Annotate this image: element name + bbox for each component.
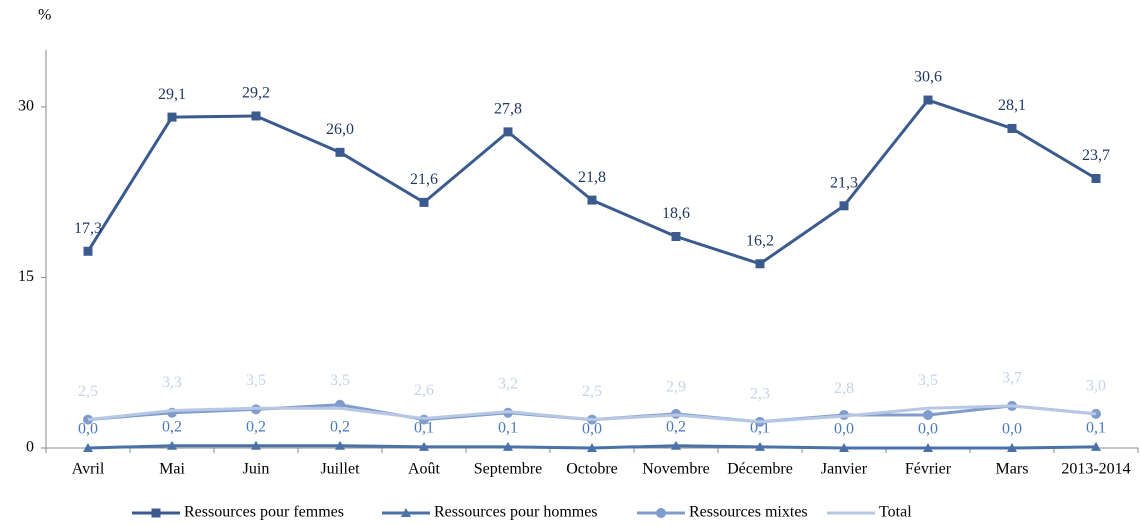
- data-label: 2,5: [78, 383, 98, 400]
- data-label: 2,5: [582, 383, 602, 400]
- x-tick-label: Février: [905, 461, 952, 478]
- x-tick-label: Octobre: [566, 461, 618, 478]
- data-label: 21,6: [410, 171, 438, 188]
- marker: [1007, 443, 1017, 452]
- x-tick-label: Juin: [243, 461, 270, 478]
- marker: [923, 95, 933, 105]
- marker: [419, 197, 429, 207]
- x-tick-label: Janvier: [821, 461, 868, 478]
- data-label: 0,1: [414, 420, 434, 437]
- data-label: 0,2: [330, 418, 350, 435]
- y-tick-label: 0: [26, 439, 34, 456]
- y-axis-unit: %: [38, 7, 51, 24]
- data-label: 3,5: [330, 372, 350, 389]
- data-label: 23,7: [1082, 147, 1110, 164]
- data-label: 21,8: [578, 169, 606, 186]
- data-label: 18,6: [662, 205, 690, 222]
- data-label: 0,0: [1002, 421, 1022, 438]
- marker: [167, 112, 177, 122]
- data-label: 28,1: [998, 97, 1026, 114]
- data-label: 2,6: [414, 382, 434, 399]
- x-tick-label: Novembre: [642, 461, 710, 478]
- legend-label: Ressources pour hommes: [434, 504, 598, 521]
- marker: [151, 508, 161, 518]
- data-label: 3,2: [498, 375, 518, 392]
- marker: [671, 231, 681, 241]
- data-label: 2,8: [834, 380, 854, 397]
- marker: [83, 443, 93, 452]
- data-label: 0,1: [498, 420, 518, 437]
- data-label: 3,5: [918, 372, 938, 389]
- x-tick-label: Août: [408, 461, 441, 478]
- marker: [587, 195, 597, 205]
- marker: [167, 440, 177, 450]
- x-tick-label: Septembre: [474, 461, 542, 478]
- x-tick-label: Avril: [72, 461, 105, 478]
- data-label: 21,3: [830, 174, 858, 191]
- marker: [401, 508, 411, 517]
- marker: [755, 441, 765, 451]
- marker: [1091, 441, 1101, 451]
- marker: [335, 147, 345, 157]
- marker: [251, 440, 261, 450]
- legend-label: Total: [879, 504, 912, 521]
- marker: [83, 246, 93, 256]
- marker: [671, 440, 681, 450]
- data-label: 0,0: [834, 421, 854, 438]
- legend-label: Ressources pour femmes: [184, 504, 344, 521]
- x-tick-label: Juillet: [320, 461, 360, 478]
- marker: [839, 443, 849, 452]
- data-label: 0,0: [918, 421, 938, 438]
- marker: [503, 127, 513, 137]
- x-tick-label: Mai: [159, 461, 185, 478]
- marker: [587, 443, 597, 452]
- data-label: 27,8: [494, 101, 522, 118]
- data-label: 3,5: [246, 372, 266, 389]
- data-label: 16,2: [746, 232, 774, 249]
- marker: [839, 201, 849, 211]
- x-tick-label: 2013-2014: [1061, 461, 1130, 478]
- data-label: 2,9: [666, 379, 686, 396]
- legend-label: Ressources mixtes: [689, 504, 808, 521]
- data-label: 0,2: [162, 418, 182, 435]
- marker: [335, 440, 345, 450]
- marker: [419, 441, 429, 451]
- marker: [923, 410, 933, 421]
- x-tick-label: Mars: [996, 461, 1029, 478]
- data-label: 29,2: [242, 85, 270, 102]
- data-label: 0,1: [750, 420, 770, 437]
- data-label: 3,3: [162, 374, 182, 391]
- data-label: 30,6: [914, 69, 942, 86]
- series-line: [87, 404, 1097, 424]
- data-label: 17,3: [74, 220, 102, 237]
- data-label: 0,2: [666, 418, 686, 435]
- marker: [923, 443, 933, 452]
- marker: [755, 259, 765, 269]
- data-label: 0,0: [582, 421, 602, 438]
- data-label: 29,1: [158, 86, 186, 103]
- marker: [251, 111, 261, 121]
- marker: [1007, 123, 1017, 133]
- x-tick-label: Décembre: [727, 461, 793, 478]
- y-tick-label: 30: [18, 98, 34, 115]
- data-label: 0,2: [246, 418, 266, 435]
- data-label: 0,1: [1086, 420, 1106, 437]
- data-label: 26,0: [326, 121, 354, 138]
- marker: [1091, 173, 1101, 183]
- marker: [656, 508, 666, 518]
- data-label: 3,7: [1002, 370, 1022, 387]
- marker: [503, 441, 513, 451]
- data-label: 0,0: [78, 421, 98, 438]
- data-label: 3,0: [1086, 378, 1106, 395]
- data-label: 2,3: [750, 386, 770, 403]
- y-tick-label: 15: [18, 268, 34, 285]
